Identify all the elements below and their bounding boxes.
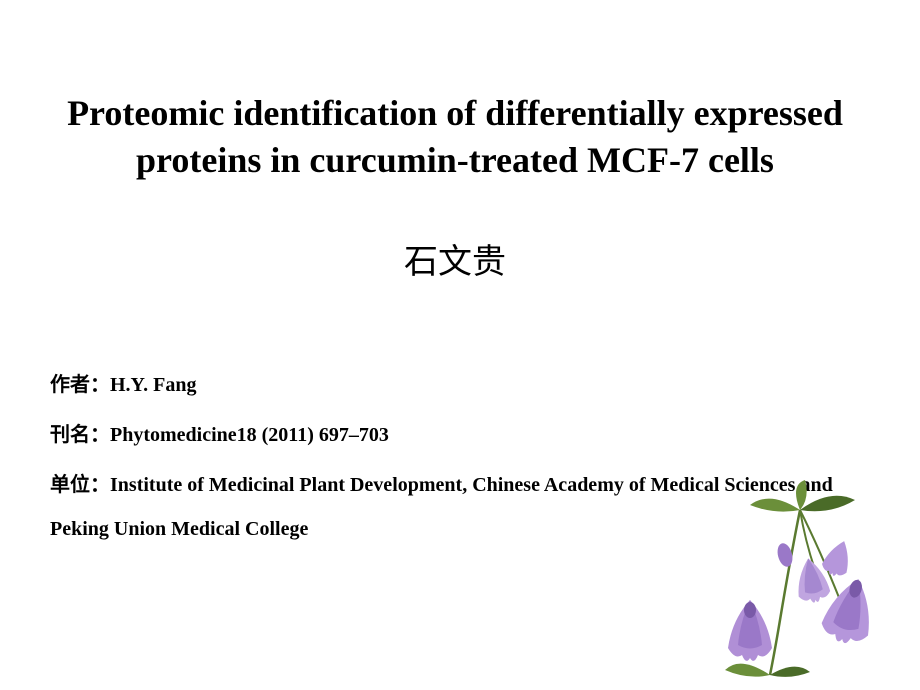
affiliation-label: 单位： — [50, 474, 110, 496]
affiliation-row: 单位：Institute of Medicinal Plant Developm… — [50, 463, 860, 551]
author-value: H.Y. Fang — [110, 374, 197, 396]
author-row: 作者：H.Y. Fang — [50, 363, 860, 407]
journal-label: 刊名： — [50, 424, 110, 446]
author-label: 作者： — [50, 374, 110, 396]
presenter-name: 石文贵 — [50, 234, 860, 283]
journal-value: Phytomedicine18 (2011) 697–703 — [110, 424, 389, 446]
slide-title: Proteomic identification of differential… — [50, 90, 860, 184]
journal-row: 刊名：Phytomedicine18 (2011) 697–703 — [50, 413, 860, 457]
slide-container: Proteomic identification of differential… — [0, 0, 920, 690]
affiliation-value: Institute of Medicinal Plant Development… — [50, 474, 833, 540]
metadata-block: 作者：H.Y. Fang 刊名：Phytomedicine18 (2011) 6… — [50, 363, 860, 551]
